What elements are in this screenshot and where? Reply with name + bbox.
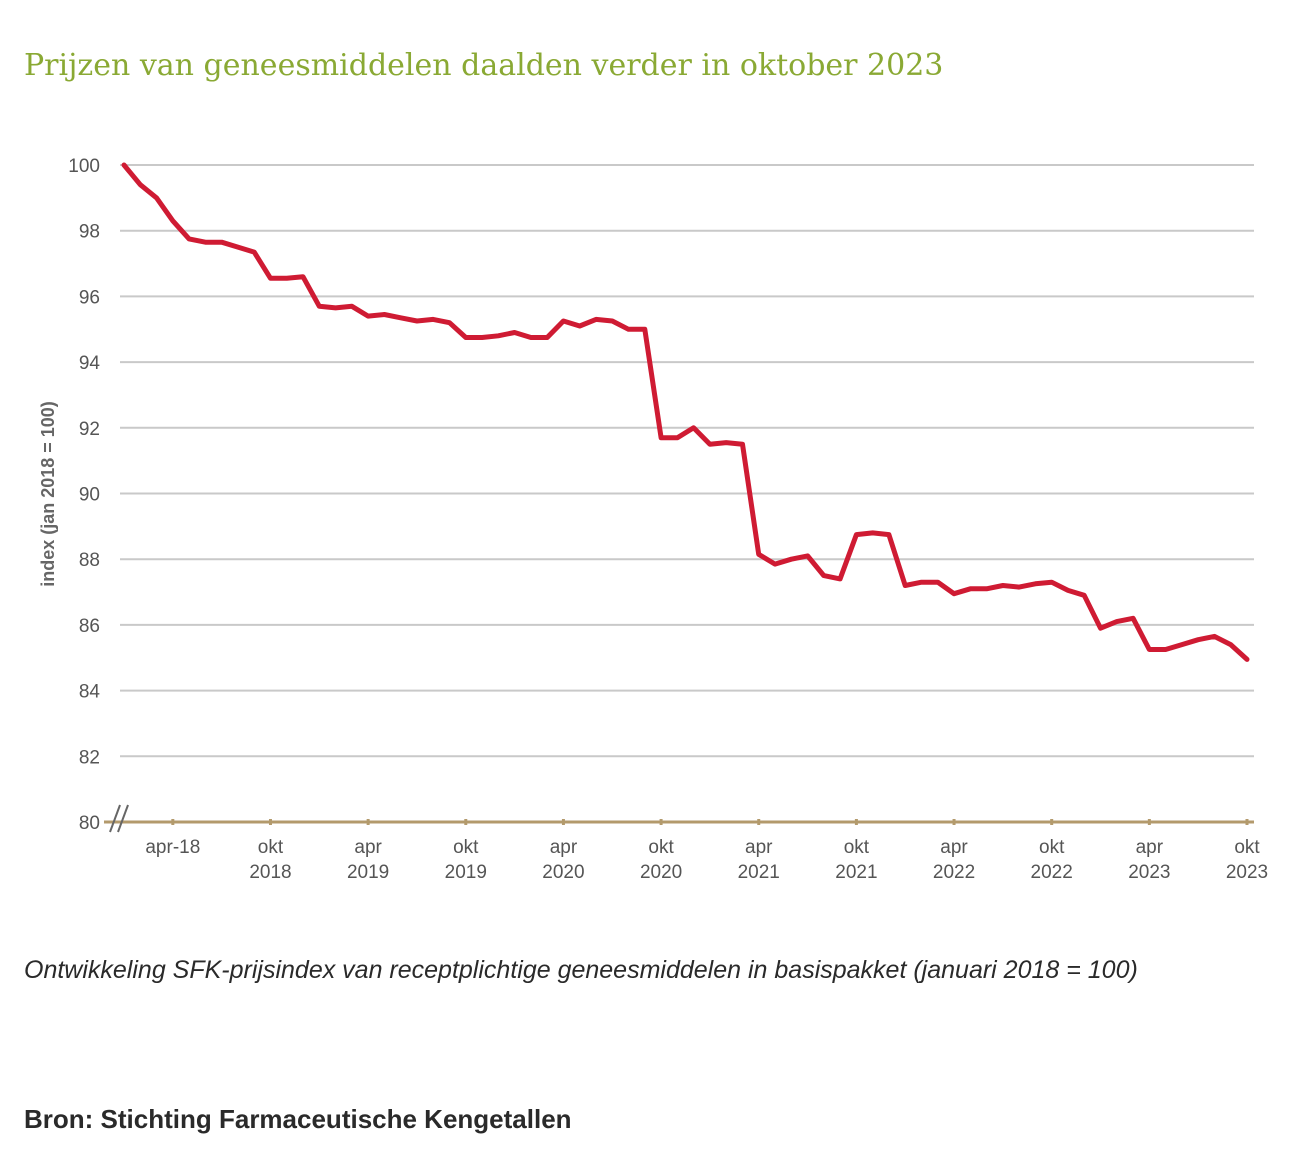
x-tick-label-year: 2022: [933, 862, 975, 883]
x-tick-label: apr: [745, 837, 773, 858]
y-tick-label: 86: [79, 616, 100, 637]
gridlines: [120, 164, 1254, 758]
axis-break-mark: [117, 804, 129, 833]
price-index-line: [121, 162, 1250, 662]
y-tick-label: 80: [79, 813, 100, 834]
x-tick-label-year: 2019: [445, 862, 487, 883]
x-tick-label: apr: [1136, 837, 1164, 858]
x-tick-label-year: 2022: [1031, 862, 1073, 883]
x-tick-label-year: 2021: [835, 862, 877, 883]
y-tick-label: 94: [79, 353, 101, 374]
y-tick-label: 88: [79, 550, 100, 571]
y-tick-label: 82: [79, 747, 100, 768]
y-tick-label: 90: [79, 485, 100, 506]
axis-break-mark: [109, 804, 121, 833]
x-tick-label-year: 2021: [738, 862, 780, 883]
x-tick-labels: apr-18 okt 2018 apr 2019 okt 2019 apr 2020 okt 202…: [145, 819, 1268, 883]
x-tick-label: okt: [648, 837, 674, 858]
y-tick-label: 84: [79, 682, 101, 703]
x-tick-label-year: 2023: [1226, 862, 1268, 883]
x-tick-label: apr: [550, 837, 578, 858]
x-tick-label: apr-18: [145, 837, 200, 858]
x-tick-label: okt: [844, 837, 870, 858]
source-credit: Bron: Stichting Farmaceutische Kengetall…: [24, 1104, 572, 1134]
series-layer: [121, 162, 1250, 662]
x-tick-label-year: 2023: [1128, 862, 1170, 883]
x-tick-label: apr: [940, 837, 968, 858]
line-chart: 80 82 84 86 88 90 92 94 96 98 100 index (jan 2018 …: [38, 156, 1268, 883]
y-tick-label: 98: [79, 222, 100, 243]
x-tick-label-year: 2018: [249, 862, 291, 883]
y-tick-label: 92: [79, 419, 100, 440]
x-axis: [104, 804, 1254, 833]
y-axis-label: index (jan 2018 = 100): [38, 401, 58, 587]
x-tick-label: okt: [1234, 837, 1260, 858]
x-tick-label: okt: [258, 837, 284, 858]
chart-title: Prijzen van geneesmiddelen daalden verde…: [24, 48, 944, 83]
x-tick-label-year: 2020: [640, 862, 682, 883]
x-tick-label: okt: [1039, 837, 1065, 858]
x-tick-label: apr: [354, 837, 382, 858]
x-tick-label-year: 2020: [542, 862, 584, 883]
x-tick-label-year: 2019: [347, 862, 389, 883]
y-tick-labels: 80 82 84 86 88 90 92 94 96 98 100: [68, 156, 100, 834]
y-tick-label: 100: [68, 156, 100, 177]
y-tick-label: 96: [79, 287, 100, 308]
x-tick-label: okt: [453, 837, 479, 858]
chart-caption: Ontwikkeling SFK-prijsindex van receptpl…: [24, 956, 1138, 984]
